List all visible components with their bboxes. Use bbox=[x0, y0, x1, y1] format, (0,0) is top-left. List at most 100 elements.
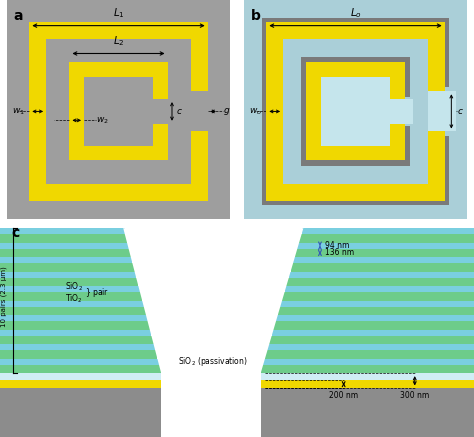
Bar bbox=[0, 263, 135, 272]
Bar bbox=[391, 126, 410, 166]
Text: $w_1$: $w_1$ bbox=[12, 106, 25, 117]
Bar bbox=[29, 22, 208, 39]
Bar bbox=[273, 321, 474, 329]
Bar bbox=[289, 272, 474, 278]
Bar bbox=[0, 257, 132, 263]
Bar bbox=[293, 257, 474, 263]
Text: $c$: $c$ bbox=[176, 107, 183, 116]
Text: GaAs: GaAs bbox=[212, 413, 238, 423]
Bar bbox=[261, 373, 474, 380]
Text: 10 pairs (2.3 µm): 10 pairs (2.3 µm) bbox=[0, 266, 7, 326]
Text: $L_o$: $L_o$ bbox=[349, 6, 362, 20]
Bar bbox=[0, 278, 138, 286]
Bar bbox=[291, 263, 474, 272]
Text: $\rm SiO_2$ (passivation): $\rm SiO_2$ (passivation) bbox=[178, 355, 248, 368]
Bar bbox=[307, 146, 404, 160]
Bar bbox=[297, 243, 474, 249]
Bar bbox=[0, 336, 154, 344]
Bar bbox=[428, 91, 456, 132]
Bar bbox=[191, 132, 208, 201]
Bar bbox=[70, 62, 84, 160]
Text: $L_1$: $L_1$ bbox=[113, 6, 124, 20]
Text: 136 nm: 136 nm bbox=[325, 249, 354, 257]
Text: c: c bbox=[12, 226, 20, 240]
Bar bbox=[266, 22, 283, 201]
Bar bbox=[261, 365, 474, 373]
Bar bbox=[262, 18, 449, 39]
Bar bbox=[0, 234, 127, 243]
Bar bbox=[0, 307, 146, 315]
Bar bbox=[428, 132, 445, 201]
Bar bbox=[278, 307, 474, 315]
Bar bbox=[321, 77, 390, 146]
Text: $w_o$: $w_o$ bbox=[249, 106, 262, 117]
Text: b: b bbox=[251, 9, 261, 23]
Bar bbox=[266, 22, 445, 39]
Text: $\}$ pair: $\}$ pair bbox=[85, 286, 109, 299]
Bar bbox=[0, 350, 157, 359]
Bar bbox=[0, 344, 155, 350]
Bar bbox=[282, 292, 474, 301]
Bar bbox=[29, 22, 46, 201]
Bar bbox=[301, 57, 410, 76]
Bar bbox=[153, 124, 167, 160]
Bar bbox=[267, 344, 474, 350]
Bar bbox=[0, 292, 142, 301]
Bar bbox=[299, 234, 474, 243]
Bar bbox=[70, 146, 167, 160]
Bar bbox=[276, 315, 474, 321]
Bar bbox=[0, 228, 125, 234]
Bar bbox=[0, 249, 131, 257]
Bar bbox=[280, 301, 474, 307]
Bar bbox=[391, 57, 410, 97]
Bar bbox=[390, 124, 404, 160]
Text: $g$: $g$ bbox=[223, 106, 231, 117]
Text: a: a bbox=[14, 9, 23, 23]
Bar bbox=[390, 99, 413, 124]
Bar bbox=[0, 380, 161, 388]
Text: $w_2$: $w_2$ bbox=[96, 115, 109, 125]
Bar bbox=[295, 249, 474, 257]
Bar bbox=[0, 321, 150, 329]
Bar bbox=[269, 336, 474, 344]
Text: $c$: $c$ bbox=[457, 107, 464, 116]
Bar bbox=[0, 329, 151, 336]
Bar bbox=[70, 62, 167, 77]
Bar bbox=[191, 22, 208, 91]
Bar bbox=[301, 57, 320, 166]
Bar bbox=[0, 286, 140, 292]
Bar bbox=[0, 388, 474, 437]
Bar bbox=[29, 184, 208, 201]
Polygon shape bbox=[123, 228, 303, 373]
Bar bbox=[266, 184, 445, 201]
Text: $\rm TiO_2$: $\rm TiO_2$ bbox=[65, 292, 83, 305]
Text: 94 nm: 94 nm bbox=[325, 241, 349, 250]
Bar bbox=[0, 315, 147, 321]
Text: 300 nm: 300 nm bbox=[400, 391, 429, 400]
Bar bbox=[428, 22, 445, 91]
Bar bbox=[272, 329, 474, 336]
Bar bbox=[0, 301, 144, 307]
Bar bbox=[301, 228, 474, 234]
Bar bbox=[428, 18, 449, 87]
Bar bbox=[307, 62, 321, 160]
Bar bbox=[261, 380, 474, 388]
Polygon shape bbox=[161, 373, 261, 437]
Bar bbox=[286, 278, 474, 286]
Text: $\rm SiO_2$: $\rm SiO_2$ bbox=[65, 280, 83, 293]
Bar bbox=[307, 62, 404, 77]
Bar bbox=[301, 147, 410, 166]
Bar bbox=[0, 272, 136, 278]
Bar bbox=[0, 373, 161, 380]
Bar bbox=[0, 243, 128, 249]
Text: Au: Au bbox=[205, 390, 217, 399]
Bar bbox=[284, 286, 474, 292]
Bar bbox=[262, 184, 449, 205]
Bar bbox=[262, 18, 283, 205]
Bar bbox=[428, 136, 449, 205]
Bar bbox=[153, 62, 167, 99]
Text: $L_2$: $L_2$ bbox=[113, 34, 124, 48]
Bar bbox=[265, 350, 474, 359]
Text: 200 nm: 200 nm bbox=[329, 391, 358, 400]
Bar bbox=[390, 62, 404, 99]
